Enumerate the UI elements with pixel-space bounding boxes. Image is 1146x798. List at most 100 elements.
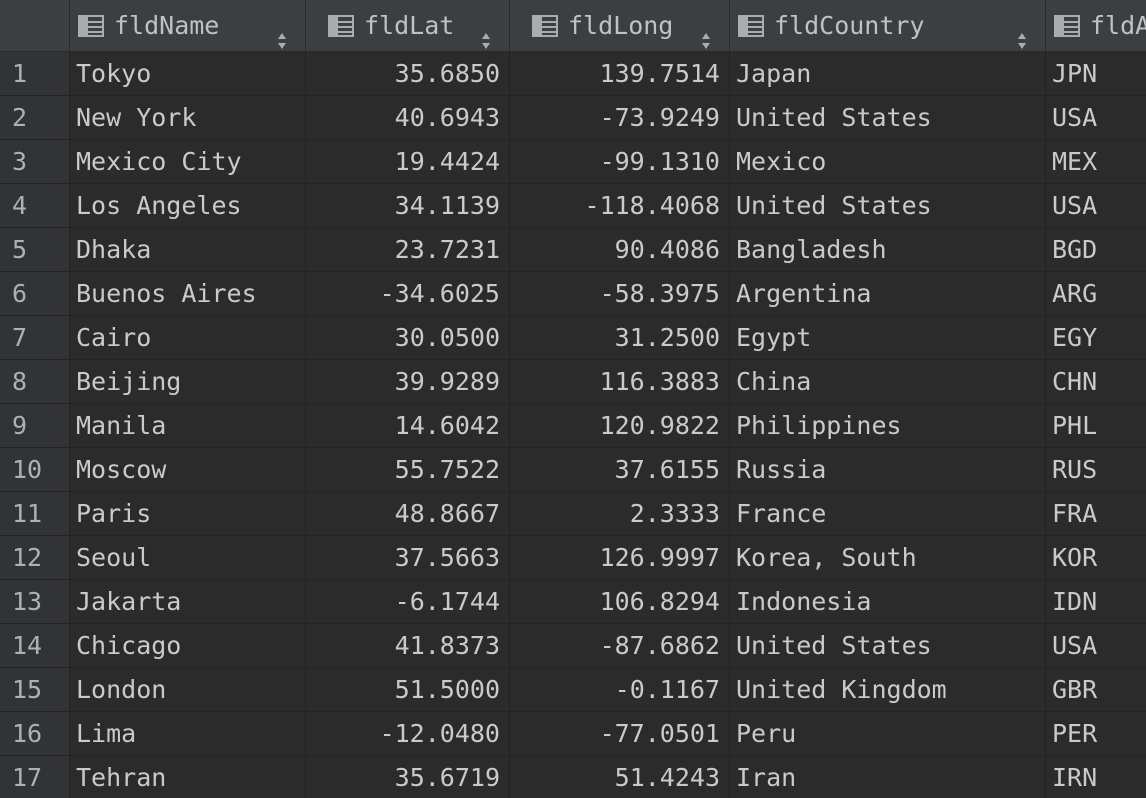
cell-fldLong[interactable]: 51.4243 [510, 756, 730, 798]
cell-fldLat[interactable]: 35.6850 [306, 52, 510, 95]
cell-fldLong[interactable]: -118.4068 [510, 184, 730, 227]
cell-fldName[interactable]: Dhaka [70, 228, 306, 271]
cell-fldCountry[interactable]: China [730, 360, 1046, 403]
row-number[interactable]: 12 [0, 536, 70, 579]
cell-fldName[interactable]: Paris [70, 492, 306, 535]
table-row[interactable]: 6 Buenos Aires -34.6025 -58.3975 Argentina AR… [0, 272, 1146, 316]
cell-fldCountry[interactable]: Peru [730, 712, 1046, 755]
cell-fldLong[interactable]: 116.3883 [510, 360, 730, 403]
cell-fldLong[interactable]: -77.0501 [510, 712, 730, 755]
column-header-fldA[interactable]: fldA [1046, 0, 1146, 51]
column-header-fldLat[interactable]: fldLat [306, 0, 510, 51]
row-number-header[interactable] [0, 0, 70, 51]
cell-fldCountry[interactable]: United Kingdom [730, 668, 1046, 711]
table-row[interactable]: 5 Dhaka 23.7231 90.4086 Bangladesh BGD [0, 228, 1146, 272]
table-row[interactable]: 12 Seoul 37.5663 126.9997 Korea, South KOR [0, 536, 1146, 580]
cell-fldLat[interactable]: -6.1744 [306, 580, 510, 623]
table-row[interactable]: 10 Moscow 55.7522 37.6155 Russia RUS [0, 448, 1146, 492]
cell-fldLat[interactable]: 41.8373 [306, 624, 510, 667]
row-number[interactable]: 16 [0, 712, 70, 755]
cell-fldCountry[interactable]: Bangladesh [730, 228, 1046, 271]
cell-fldA[interactable]: ARG [1046, 272, 1146, 315]
row-number[interactable]: 4 [0, 184, 70, 227]
cell-fldLat[interactable]: 19.4424 [306, 140, 510, 183]
row-number[interactable]: 13 [0, 580, 70, 623]
cell-fldA[interactable]: IDN [1046, 580, 1146, 623]
table-row[interactable]: 4 Los Angeles 34.1139 -118.4068 United State… [0, 184, 1146, 228]
cell-fldLong[interactable]: -58.3975 [510, 272, 730, 315]
cell-fldCountry[interactable]: France [730, 492, 1046, 535]
row-number[interactable]: 15 [0, 668, 70, 711]
table-row[interactable]: 16 Lima -12.0480 -77.0501 Peru PER [0, 712, 1146, 756]
cell-fldLong[interactable]: 106.8294 [510, 580, 730, 623]
cell-fldCountry[interactable]: Korea, South [730, 536, 1046, 579]
table-row[interactable]: 13 Jakarta -6.1744 106.8294 Indonesia IDN [0, 580, 1146, 624]
cell-fldLat[interactable]: 23.7231 [306, 228, 510, 271]
table-row[interactable]: 3 Mexico City 19.4424 -99.1310 Mexico MEX [0, 140, 1146, 184]
table-row[interactable]: 7 Cairo 30.0500 31.2500 Egypt EGY [0, 316, 1146, 360]
table-row[interactable]: 1 Tokyo 35.6850 139.7514 Japan JPN [0, 52, 1146, 96]
cell-fldLong[interactable]: -0.1167 [510, 668, 730, 711]
sort-arrows-icon[interactable] [701, 16, 711, 49]
row-number[interactable]: 5 [0, 228, 70, 271]
cell-fldLong[interactable]: -73.9249 [510, 96, 730, 139]
cell-fldLat[interactable]: 14.6042 [306, 404, 510, 447]
cell-fldName[interactable]: Mexico City [70, 140, 306, 183]
cell-fldA[interactable]: PER [1046, 712, 1146, 755]
cell-fldCountry[interactable]: Russia [730, 448, 1046, 491]
cell-fldA[interactable]: USA [1046, 624, 1146, 667]
column-header-fldName[interactable]: fldName [70, 0, 306, 51]
sort-arrows-icon[interactable] [1017, 16, 1027, 49]
row-number[interactable]: 14 [0, 624, 70, 667]
cell-fldName[interactable]: Buenos Aires [70, 272, 306, 315]
cell-fldLat[interactable]: 30.0500 [306, 316, 510, 359]
table-row[interactable]: 9 Manila 14.6042 120.9822 Philippines PHL [0, 404, 1146, 448]
cell-fldCountry[interactable]: United States [730, 624, 1046, 667]
cell-fldLong[interactable]: 139.7514 [510, 52, 730, 95]
cell-fldName[interactable]: New York [70, 96, 306, 139]
cell-fldName[interactable]: Tehran [70, 756, 306, 798]
cell-fldName[interactable]: Manila [70, 404, 306, 447]
cell-fldLat[interactable]: 51.5000 [306, 668, 510, 711]
sort-arrows-icon[interactable] [481, 16, 491, 49]
table-row[interactable]: 14 Chicago 41.8373 -87.6862 United States USA [0, 624, 1146, 668]
cell-fldA[interactable]: KOR [1046, 536, 1146, 579]
table-row[interactable]: 11 Paris 48.8667 2.3333 France FRA [0, 492, 1146, 536]
cell-fldName[interactable]: Los Angeles [70, 184, 306, 227]
row-number[interactable]: 7 [0, 316, 70, 359]
cell-fldA[interactable]: FRA [1046, 492, 1146, 535]
cell-fldName[interactable]: Beijing [70, 360, 306, 403]
cell-fldName[interactable]: Cairo [70, 316, 306, 359]
row-number[interactable]: 8 [0, 360, 70, 403]
cell-fldA[interactable]: PHL [1046, 404, 1146, 447]
table-row[interactable]: 17 Tehran 35.6719 51.4243 Iran IRN [0, 756, 1146, 798]
cell-fldCountry[interactable]: Mexico [730, 140, 1046, 183]
cell-fldA[interactable]: JPN [1046, 52, 1146, 95]
cell-fldLong[interactable]: -87.6862 [510, 624, 730, 667]
cell-fldLong[interactable]: 126.9997 [510, 536, 730, 579]
cell-fldLat[interactable]: 35.6719 [306, 756, 510, 798]
cell-fldName[interactable]: Moscow [70, 448, 306, 491]
table-row[interactable]: 8 Beijing 39.9289 116.3883 China CHN [0, 360, 1146, 404]
cell-fldLong[interactable]: 90.4086 [510, 228, 730, 271]
cell-fldA[interactable]: GBR [1046, 668, 1146, 711]
cell-fldLat[interactable]: 37.5663 [306, 536, 510, 579]
row-number[interactable]: 3 [0, 140, 70, 183]
cell-fldCountry[interactable]: Argentina [730, 272, 1046, 315]
cell-fldCountry[interactable]: Indonesia [730, 580, 1046, 623]
row-number[interactable]: 2 [0, 96, 70, 139]
column-header-fldCountry[interactable]: fldCountry [730, 0, 1046, 51]
table-row[interactable]: 15 London 51.5000 -0.1167 United Kingdom GBR [0, 668, 1146, 712]
cell-fldCountry[interactable]: United States [730, 184, 1046, 227]
cell-fldName[interactable]: Lima [70, 712, 306, 755]
column-header-fldLong[interactable]: fldLong [510, 0, 730, 51]
cell-fldLong[interactable]: -99.1310 [510, 140, 730, 183]
sort-arrows-icon[interactable] [277, 16, 287, 49]
cell-fldLat[interactable]: 48.8667 [306, 492, 510, 535]
cell-fldLat[interactable]: 34.1139 [306, 184, 510, 227]
cell-fldA[interactable]: BGD [1046, 228, 1146, 271]
row-number[interactable]: 17 [0, 756, 70, 798]
cell-fldA[interactable]: IRN [1046, 756, 1146, 798]
row-number[interactable]: 9 [0, 404, 70, 447]
cell-fldLat[interactable]: -34.6025 [306, 272, 510, 315]
